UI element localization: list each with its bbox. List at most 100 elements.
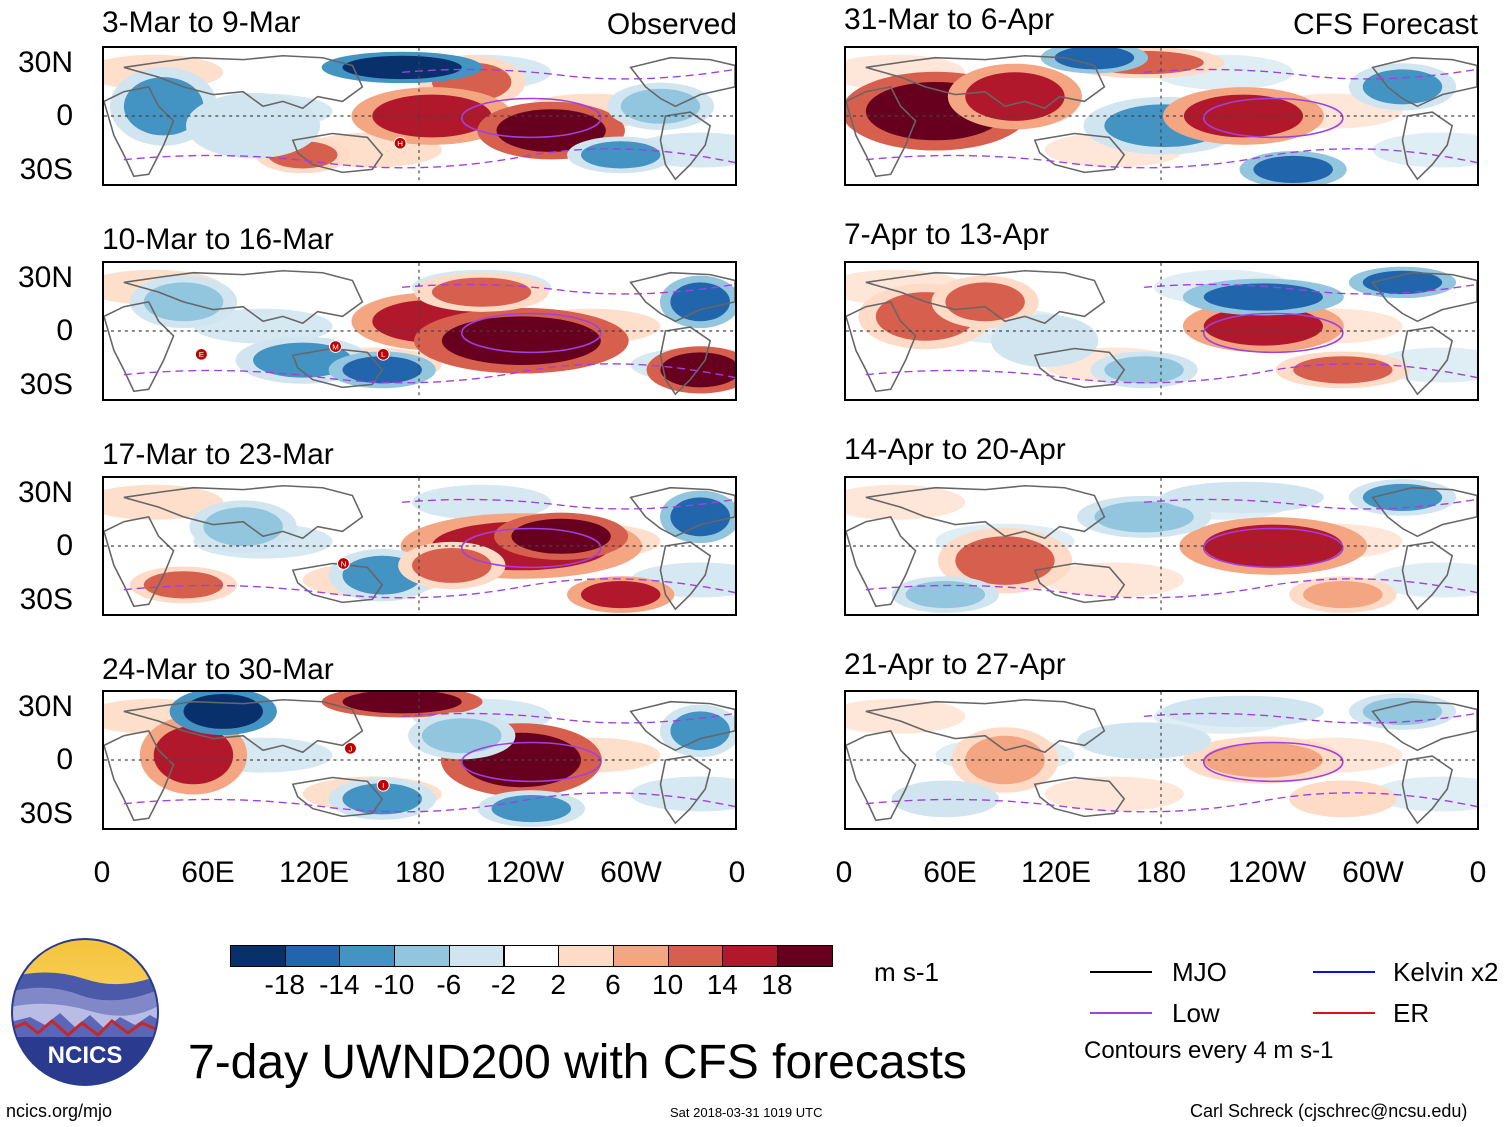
panel-title-left-3: 17-Mar to 23-Mar — [102, 438, 334, 471]
low-contour — [460, 741, 602, 783]
colorbar-swatch — [777, 945, 833, 967]
wind-anomaly — [1094, 501, 1194, 533]
wind-anomaly — [1362, 697, 1443, 726]
lon-label-180: 180 — [1135, 856, 1187, 889]
coastline — [846, 729, 917, 822]
lon-label-0-end: 0 — [728, 856, 746, 889]
lon-label-60e: 60E — [181, 856, 235, 889]
coastline — [104, 85, 175, 178]
lat-label-30s: 30S — [19, 797, 73, 830]
wind-anomaly — [1203, 283, 1323, 311]
lon-label-120w: 120W — [1227, 856, 1307, 889]
legend-label-mjo: MJO — [1172, 957, 1227, 987]
wind-anomaly — [1253, 155, 1333, 184]
wind-anomaly — [1054, 48, 1135, 70]
coastline — [846, 85, 917, 178]
coastline — [865, 269, 1106, 325]
wind-anomaly — [143, 571, 224, 599]
wind-field: N — [104, 478, 735, 614]
low-contour — [123, 148, 735, 169]
wind-anomaly — [846, 698, 966, 734]
coastline — [659, 326, 712, 396]
wind-anomaly — [1372, 562, 1477, 598]
legend-line-mjo — [1090, 971, 1152, 973]
lon-label-0: 0 — [93, 856, 111, 889]
coastline — [629, 56, 735, 108]
wind-anomaly — [965, 72, 1065, 121]
wind-anomaly — [1183, 699, 1304, 724]
coastline — [865, 484, 1106, 540]
low-contour — [123, 363, 735, 384]
wind-anomaly — [511, 518, 611, 554]
coastline — [291, 132, 384, 174]
wind-anomaly — [342, 692, 462, 714]
colorbar-swatch — [230, 945, 286, 967]
coastline — [291, 347, 384, 389]
storm-letter: M — [332, 343, 339, 352]
coastline — [659, 541, 712, 611]
lat-label-30n: 30N — [17, 690, 73, 723]
lat-label-30s: 30S — [19, 368, 73, 401]
storm-marker: I — [376, 778, 390, 792]
low-contour — [402, 498, 735, 510]
wind-anomaly — [945, 282, 1025, 322]
wind-anomaly — [203, 507, 283, 546]
colorbar-tick-label: 14 — [706, 969, 738, 1000]
wind-field — [846, 692, 1477, 828]
legend-label-kelvin: Kelvin x2 — [1393, 957, 1499, 987]
wind-anomaly — [1293, 356, 1393, 384]
coastline — [123, 54, 364, 110]
colorbar-tick-label: -18 — [264, 969, 305, 1000]
low-contour — [123, 792, 735, 813]
low-contour — [402, 712, 735, 724]
coastline — [291, 776, 384, 818]
storm-marker: J — [343, 742, 357, 755]
contours-note: Contours every 4 m s-1 — [1084, 1037, 1334, 1064]
coastline — [123, 269, 364, 325]
legend-label-er: ER — [1393, 998, 1430, 1028]
lon-label-60e: 60E — [923, 856, 977, 889]
colorbar-swatch — [722, 945, 778, 967]
lon-label-180: 180 — [394, 856, 446, 889]
low-contour — [865, 363, 1477, 384]
coastline — [659, 755, 712, 825]
storm-marker: E — [194, 348, 208, 361]
wind-map: N — [102, 476, 737, 616]
lat-label-eq: 0 — [56, 314, 73, 347]
footer-url[interactable]: ncics.org/mjo — [6, 1101, 113, 1121]
wind-anomaly — [183, 693, 263, 729]
wind-anomaly — [905, 580, 986, 609]
wind-map — [844, 690, 1479, 830]
map-panel-right-2 — [844, 261, 1479, 401]
lon-label-120w: 120W — [485, 856, 565, 889]
map-panel-left-1: H — [102, 46, 737, 186]
wind-field: H — [104, 48, 735, 184]
wind-anomaly — [421, 718, 502, 754]
wind-anomaly — [253, 342, 353, 378]
lon-label-60w: 60W — [600, 856, 662, 889]
colorbar-swatch — [284, 945, 341, 967]
coastline — [1371, 56, 1477, 108]
map-panel-right-1 — [844, 46, 1479, 186]
coastline — [1033, 562, 1126, 604]
wind-anomaly — [1362, 483, 1443, 512]
wind-map — [844, 46, 1479, 186]
panel-title-left-1: 3-Mar to 9-Mar — [102, 6, 301, 39]
low-contour — [1144, 68, 1477, 80]
storm-letter: I — [382, 781, 384, 790]
coastline — [846, 300, 917, 393]
low-contour — [1202, 527, 1344, 569]
logo-text: NCICS — [48, 1042, 123, 1069]
colorbar-swatch — [612, 945, 669, 967]
low-contour — [1202, 312, 1344, 354]
storm-marker: H — [393, 136, 407, 150]
panel-title-right-4: 21-Apr to 27-Apr — [844, 648, 1066, 681]
low-contour — [1202, 97, 1344, 139]
lat-label-eq: 0 — [56, 743, 73, 776]
lon-label-120e: 120E — [278, 856, 350, 889]
coastline — [104, 515, 175, 608]
wind-anomaly — [1044, 562, 1184, 598]
